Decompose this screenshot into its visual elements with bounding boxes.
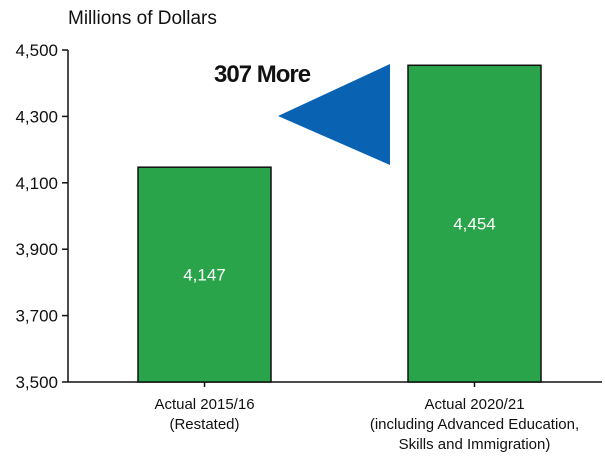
y-tick-label: 4,300 xyxy=(15,107,58,126)
y-tick-label: 4,500 xyxy=(15,41,58,60)
x-category-label: Skills and Immigration) xyxy=(399,436,551,453)
y-axis-title: Millions of Dollars xyxy=(68,8,217,29)
y-tick-label: 3,500 xyxy=(15,373,58,392)
bar-value-label: 4,147 xyxy=(183,266,226,285)
arrow-icon xyxy=(278,64,390,165)
x-category-label: (including Advanced Education, xyxy=(370,416,579,433)
bar-value-label: 4,454 xyxy=(453,215,496,234)
y-tick-label: 3,900 xyxy=(15,240,58,259)
x-category-label: Actual 2015/16 xyxy=(154,396,254,413)
bar xyxy=(407,64,542,383)
y-tick-label: 4,100 xyxy=(15,174,58,193)
x-category-label: Actual 2020/21 xyxy=(424,396,524,413)
x-category-label: (Restated) xyxy=(169,416,239,433)
y-tick-label: 3,700 xyxy=(15,307,58,326)
difference-annotation: 307 More xyxy=(214,61,311,88)
